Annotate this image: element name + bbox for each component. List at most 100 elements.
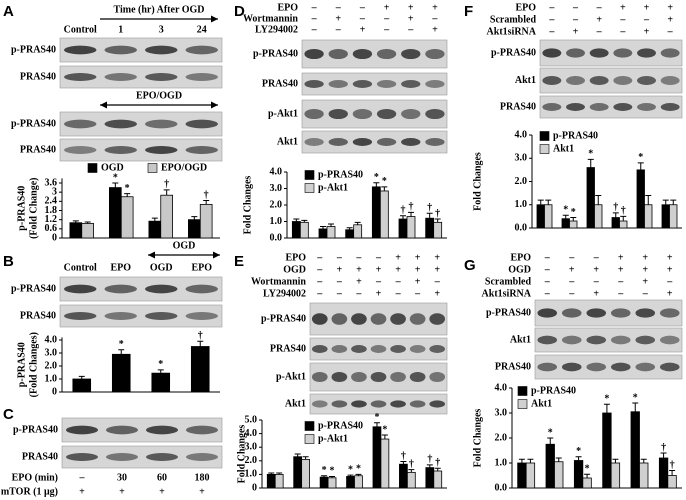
condition-mark: + xyxy=(667,288,673,299)
bar xyxy=(353,224,363,239)
blot-band xyxy=(660,76,680,85)
column-label: EPO xyxy=(110,262,131,273)
condition-mark: + xyxy=(415,276,421,287)
blot-band xyxy=(660,48,680,58)
condition-mark: + xyxy=(434,264,440,275)
y-tick-label: 1.0 xyxy=(515,199,528,210)
error-bar xyxy=(302,456,309,460)
blot-band xyxy=(376,138,397,146)
error-bar xyxy=(584,473,591,478)
error-bar xyxy=(426,212,433,219)
blot-band xyxy=(586,335,607,345)
error-bar xyxy=(118,349,125,355)
blot-band xyxy=(370,345,387,353)
blot-band xyxy=(566,76,585,85)
blot-band xyxy=(145,284,178,294)
condition-mark: – xyxy=(572,2,579,13)
blot-band xyxy=(401,138,421,146)
y-tick-label: 1.2 xyxy=(45,214,58,225)
panel-letter: B xyxy=(3,253,14,270)
blot-band xyxy=(104,312,137,320)
condition-mark: + xyxy=(667,2,673,13)
blot-strip xyxy=(59,65,223,89)
panel-letter: C xyxy=(3,406,14,423)
error-bar xyxy=(400,460,407,465)
error-bar xyxy=(603,403,610,413)
error-bar xyxy=(408,211,414,217)
blot-band xyxy=(146,425,178,435)
significance-mark: * xyxy=(356,464,361,475)
panel-letter: A xyxy=(3,3,14,20)
blot-band xyxy=(635,335,656,345)
condition-mark: – xyxy=(568,288,575,299)
arrowhead xyxy=(211,101,218,109)
bar xyxy=(293,456,303,489)
bar xyxy=(109,187,122,239)
bar xyxy=(433,221,443,239)
blot-band xyxy=(331,371,348,383)
significance-mark: † xyxy=(621,206,626,217)
condition-label: EPO xyxy=(285,252,306,263)
bar xyxy=(380,438,390,489)
y-tick-label: 3.6 xyxy=(45,177,58,188)
y-tick-label: 2.0 xyxy=(515,176,528,187)
y-tick-label: 0.0 xyxy=(495,482,508,493)
significance-mark: † xyxy=(661,442,666,453)
blot-band xyxy=(64,45,97,55)
blot-strip xyxy=(59,138,223,162)
condition-mark: + xyxy=(337,264,343,275)
condition-mark: 30 xyxy=(117,472,127,483)
y-tick-label: 5.0 xyxy=(245,414,258,425)
y-tick-label: 1.0 xyxy=(270,216,283,227)
y-tick-label: 0 xyxy=(52,386,57,397)
blot-band xyxy=(566,103,585,111)
blot-band xyxy=(429,400,446,408)
blot-band xyxy=(311,313,328,325)
error-bar xyxy=(612,458,619,463)
error-bar xyxy=(537,199,544,205)
blot-label: p-PRAS40 xyxy=(486,307,531,318)
error-bar xyxy=(373,182,380,187)
panel-letter: D xyxy=(234,3,245,20)
error-bar xyxy=(587,158,594,168)
bar xyxy=(425,217,435,239)
bar xyxy=(69,222,83,239)
error-bar xyxy=(547,437,554,445)
error-bar xyxy=(320,225,326,229)
y-tick-label: 2.4 xyxy=(45,196,58,207)
condition-mark: – xyxy=(311,2,318,13)
arrowhead xyxy=(148,251,155,259)
legend-swatch xyxy=(304,170,315,180)
blot-label: p-PRAS40 xyxy=(11,283,56,294)
column-label: EPO xyxy=(191,262,212,273)
significance-mark: † xyxy=(409,459,414,470)
error-bar xyxy=(408,469,415,473)
bar xyxy=(544,204,553,229)
error-bar xyxy=(163,189,170,196)
error-bar xyxy=(670,199,677,205)
bar xyxy=(569,220,578,229)
condition-mark: – xyxy=(596,2,603,13)
bar xyxy=(81,223,95,239)
condition-mark: + xyxy=(434,252,440,263)
blot-band xyxy=(145,45,178,55)
blot-band xyxy=(351,345,367,353)
condition-mark: – xyxy=(316,276,323,287)
blot-band xyxy=(390,313,406,325)
error-bar xyxy=(268,472,275,475)
blot-band xyxy=(561,308,582,318)
condition-label: OGD xyxy=(508,264,531,275)
condition-mark: – xyxy=(593,252,600,263)
blot-strip xyxy=(534,299,683,327)
y-tick-label: 0 xyxy=(252,482,257,493)
panel-letter: E xyxy=(234,253,244,270)
significance-mark: † xyxy=(427,454,432,465)
blot-label: p-Akt1 xyxy=(268,108,298,119)
legend-label: p-PRAS40 xyxy=(531,385,576,396)
error-bar xyxy=(347,474,354,477)
significance-mark: * xyxy=(633,392,638,403)
error-bar xyxy=(276,472,283,475)
blot-band xyxy=(66,425,98,435)
bar xyxy=(433,470,443,489)
